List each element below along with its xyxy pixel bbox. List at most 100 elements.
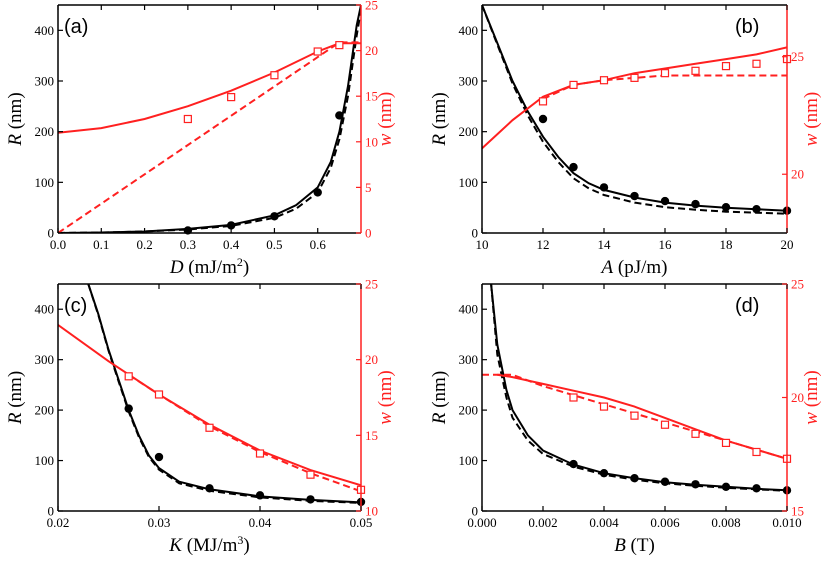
x-tick-label: 0.000 [467, 515, 496, 530]
data-square [124, 372, 133, 381]
y-right-tick-label: 25 [365, 0, 378, 13]
y-right-axis-label: w (nm) [801, 92, 822, 146]
y-right-tick-label: 20 [365, 43, 378, 58]
data-square [227, 93, 236, 102]
data-square [569, 393, 578, 402]
x-tick-label: 16 [659, 237, 673, 252]
data-square [270, 71, 279, 80]
y-left-tick-label: 200 [35, 124, 55, 139]
data-square [538, 97, 548, 106]
data-square [721, 438, 731, 447]
x-tick-label: 0.010 [772, 515, 801, 530]
x-tick-label: 0.4 [223, 237, 240, 252]
panel-1: 0.0 0.1 0.2 0.3 0.4 0.5 0.6 0 100 200 300 400 0 5 10 15… [5, 0, 396, 278]
x-tick-label: 0.004 [589, 515, 619, 530]
data-square [599, 76, 609, 85]
data-square [183, 114, 192, 124]
data-square [599, 402, 609, 411]
y-right-tick-label: 5 [365, 180, 372, 195]
data-square [752, 59, 761, 68]
data-point [226, 221, 236, 230]
x-tick-label: 0.3 [180, 237, 196, 252]
data-square [630, 73, 639, 82]
y-left-tick-label: 0 [48, 226, 55, 241]
y-left-tick-label: 0 [48, 504, 55, 519]
red-solid-line [482, 46, 787, 150]
black-dashed-line [482, 5, 787, 215]
y-left-tick-label: 400 [459, 23, 479, 38]
data-square [154, 390, 164, 399]
y-left-tick-label: 300 [35, 74, 55, 89]
x-tick-label: 0.5 [266, 237, 282, 252]
data-point [599, 468, 609, 478]
y-left-tick-label: 100 [35, 175, 55, 190]
data-square [660, 420, 670, 429]
red-solid-line [58, 324, 361, 487]
black-solid-line [58, 5, 361, 233]
data-square [691, 429, 700, 438]
data-point [270, 212, 279, 221]
data-square [630, 411, 639, 420]
y-right-tick-label: 15 [365, 89, 378, 104]
y-right-tick-label: 25 [791, 49, 804, 64]
data-point [255, 491, 265, 500]
data-point [691, 480, 700, 489]
y-left-axis-label: R (nm) [429, 92, 450, 146]
data-square [205, 423, 214, 432]
data-square [752, 447, 761, 457]
x-tick-label: 0.008 [711, 515, 740, 530]
data-point [306, 495, 315, 504]
data-point [721, 202, 731, 212]
data-point [691, 199, 700, 209]
y-left-tick-label: 400 [35, 23, 55, 38]
y-left-tick-label: 300 [35, 352, 55, 367]
data-square [255, 449, 265, 458]
x-tick-label: 20 [781, 237, 794, 252]
panel-label: (b) [735, 16, 759, 38]
y-right-tick-label: 10 [365, 504, 378, 519]
y-right-tick-label: 15 [365, 428, 378, 443]
y-left-tick-label: 200 [459, 124, 479, 139]
data-square [721, 62, 731, 71]
data-point [752, 204, 761, 214]
data-point [630, 191, 639, 201]
y-right-tick-label: 0 [365, 226, 372, 241]
red-solid-line [497, 373, 787, 460]
x-tick-label: 12 [537, 237, 550, 252]
plot-area [58, 284, 361, 504]
plot-area [58, 5, 361, 233]
y-right-tick-label: 15 [791, 504, 804, 519]
data-point [599, 183, 609, 192]
x-axis-label: B (T) [614, 535, 655, 556]
data-point [154, 452, 164, 462]
data-square [313, 47, 322, 56]
y-right-tick-label: 25 [791, 277, 804, 292]
red-solid-line [58, 42, 361, 134]
x-tick-label: 0.02 [47, 515, 70, 530]
x-tick-label: 0.0 [50, 237, 66, 252]
red-dashed-line [58, 41, 361, 233]
data-square [660, 69, 670, 78]
black-dashed-line [58, 9, 361, 233]
x-tick-label: 0.6 [310, 237, 327, 252]
data-point [569, 459, 578, 469]
data-square [306, 470, 315, 479]
data-point [313, 188, 322, 197]
data-square [569, 80, 578, 90]
y-right-axis-label: w (nm) [801, 370, 822, 424]
x-tick-label: 0.002 [528, 515, 557, 530]
data-square [335, 41, 344, 50]
y-left-tick-label: 400 [459, 302, 479, 317]
y-left-tick-label: 0 [472, 226, 479, 241]
x-tick-label: 0.006 [650, 515, 680, 530]
x-tick-label: 14 [598, 237, 612, 252]
black-dashed-line [490, 284, 787, 492]
data-point [721, 482, 731, 491]
x-tick-label: 0.1 [93, 237, 109, 252]
panel-label: (c) [64, 295, 87, 317]
y-left-axis-label: R (nm) [429, 371, 450, 425]
red-dashed-line [542, 74, 787, 100]
y-right-tick-label: 10 [365, 134, 378, 149]
y-left-tick-label: 100 [459, 175, 479, 190]
